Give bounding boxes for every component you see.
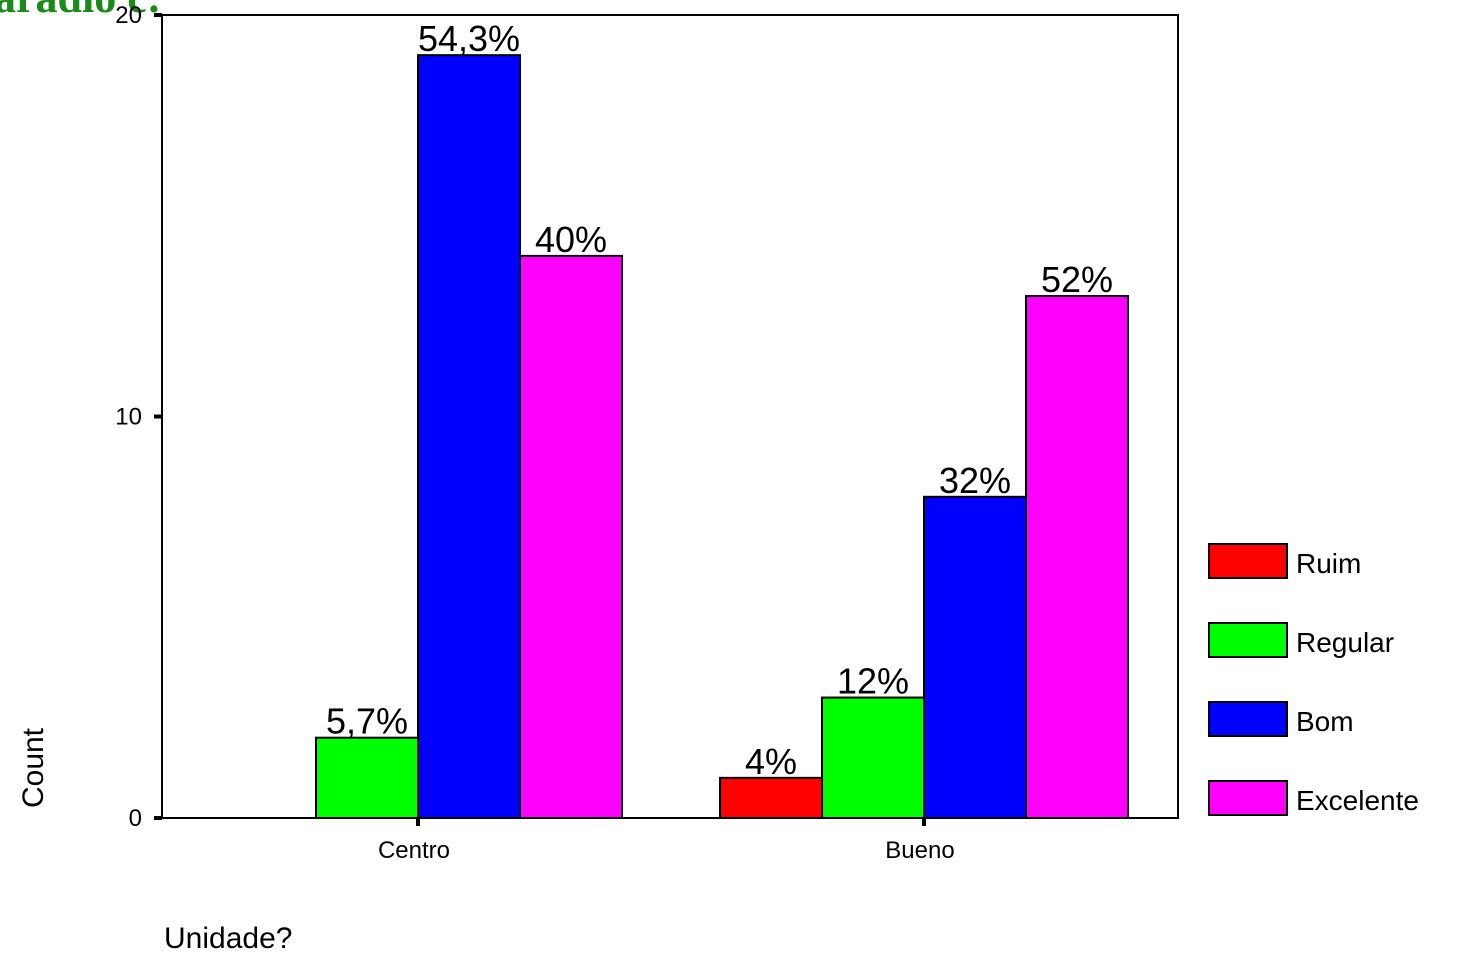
legend-label-ruim: Ruim [1296,548,1361,579]
y-tick-label: 20 [115,2,142,29]
bar-bom-bueno [923,495,1027,819]
bar-bom-centro [417,54,521,819]
legend-swatch-ruim [1208,543,1288,579]
data-label: 52% [1041,259,1113,300]
bar-ruim-bueno [719,776,823,819]
data-label: 32% [939,460,1011,501]
x-axis-title: Unidade? [164,922,292,954]
legend-swatch-excelente [1208,780,1288,816]
bar-excelente-centro [519,254,623,819]
data-label: 12% [837,661,909,702]
bar-excelente-bueno [1025,295,1129,819]
x-tick-label: Centro [378,837,450,864]
data-label: 40% [535,219,607,260]
bar-regular-bueno [821,696,925,819]
legend-swatch-bom [1208,701,1288,737]
legend-swatch-regular [1208,622,1288,658]
legend-label-regular: Regular [1296,627,1394,658]
slide-title-fragment: aradio c: [0,0,161,22]
x-tick-label: Bueno [885,837,954,864]
data-label: 54,3% [418,18,520,59]
y-axis-title: Count [17,727,50,808]
data-label: 5,7% [326,701,408,742]
data-label: 4% [745,741,797,782]
legend-label-bom: Bom [1296,706,1354,737]
y-tick-label: 10 [115,404,142,431]
bar-regular-centro [315,736,419,820]
y-tick-label: 0 [129,805,142,832]
legend-label-excelente: Excelente [1296,785,1419,816]
